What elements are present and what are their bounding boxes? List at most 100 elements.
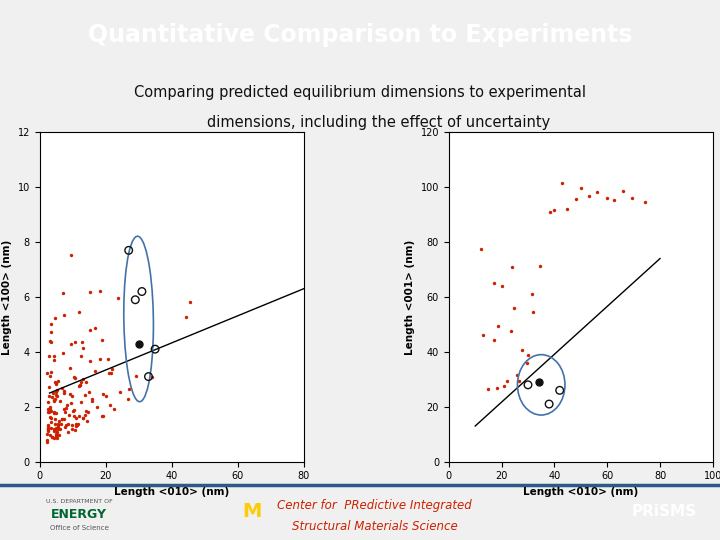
Point — [67, 407, 78, 416]
Point — [498, 381, 510, 390]
Point — [77, 414, 89, 423]
Point — [502, 377, 513, 386]
Point — [78, 343, 89, 352]
Point — [49, 394, 60, 403]
Point — [123, 384, 135, 393]
Point — [50, 409, 61, 417]
Point — [55, 396, 66, 405]
Text: dimensions, including the effect of uncertainty: dimensions, including the effect of unce… — [170, 114, 550, 130]
Text: ENERGY: ENERGY — [51, 508, 107, 521]
Point — [508, 303, 520, 312]
Point — [49, 408, 60, 416]
Point — [105, 369, 117, 377]
Point — [72, 420, 84, 428]
Point — [608, 195, 619, 204]
Point — [528, 307, 539, 316]
Point — [85, 325, 96, 334]
Point — [71, 421, 83, 429]
Point — [44, 372, 55, 381]
Y-axis label: Length <001> (nm): Length <001> (nm) — [405, 239, 415, 355]
Point — [516, 345, 528, 354]
Point — [123, 246, 135, 255]
Point — [554, 386, 565, 395]
Point — [592, 187, 603, 196]
Point — [56, 415, 68, 423]
Point — [55, 383, 67, 392]
Point — [45, 407, 56, 415]
Point — [42, 421, 54, 430]
Point — [62, 419, 73, 428]
Point — [81, 417, 93, 426]
Point — [46, 393, 58, 401]
Point — [143, 372, 154, 381]
Text: Structural Materials Science: Structural Materials Science — [292, 520, 457, 533]
Point — [44, 404, 55, 413]
Point — [97, 389, 109, 398]
Point — [521, 359, 533, 367]
Point — [505, 327, 516, 336]
Point — [71, 419, 82, 428]
Point — [181, 313, 192, 321]
Point — [70, 421, 81, 430]
Point — [51, 434, 63, 442]
Point — [94, 355, 106, 363]
Point — [75, 398, 86, 407]
Point — [50, 380, 62, 389]
Point — [94, 286, 106, 295]
Point — [130, 372, 142, 381]
Point — [511, 370, 523, 379]
Point — [50, 379, 62, 387]
Point — [58, 388, 70, 397]
Point — [57, 415, 68, 423]
Point — [146, 373, 158, 382]
Point — [53, 423, 64, 431]
Point — [506, 262, 518, 271]
Point — [42, 408, 54, 416]
Point — [618, 187, 629, 195]
Point — [583, 192, 595, 200]
Point — [44, 408, 55, 417]
Point — [114, 387, 125, 396]
Point — [533, 378, 544, 387]
Point — [80, 377, 91, 386]
Text: Center for  PRedictive Integrated: Center for PRedictive Integrated — [277, 500, 472, 512]
Point — [42, 421, 54, 430]
Point — [68, 412, 80, 421]
Point — [44, 403, 55, 411]
Point — [562, 205, 573, 213]
Point — [47, 389, 58, 398]
Point — [66, 421, 78, 429]
X-axis label: Length <010> (nm): Length <010> (nm) — [114, 487, 229, 497]
Text: M: M — [243, 502, 261, 521]
Text: Office of Science: Office of Science — [50, 525, 109, 531]
Point — [639, 198, 650, 206]
Point — [53, 417, 64, 426]
Point — [570, 195, 582, 204]
Point — [534, 262, 546, 271]
Point — [58, 404, 69, 413]
Point — [43, 382, 55, 391]
Point — [46, 367, 58, 376]
Point — [68, 373, 79, 382]
Point — [70, 413, 81, 422]
Point — [45, 431, 56, 440]
Point — [133, 339, 145, 348]
Point — [44, 413, 55, 421]
Point — [96, 411, 107, 420]
Point — [60, 421, 72, 429]
Point — [64, 389, 76, 398]
Point — [45, 417, 56, 426]
Point — [75, 352, 86, 360]
Point — [50, 431, 62, 440]
Point — [48, 425, 59, 434]
Point — [102, 354, 114, 363]
Point — [74, 381, 86, 389]
Point — [482, 385, 494, 394]
Point — [41, 369, 53, 377]
Point — [122, 395, 133, 404]
Point — [84, 357, 95, 366]
Point — [53, 421, 64, 430]
Point — [49, 415, 60, 423]
Point — [82, 408, 94, 416]
Point — [513, 377, 525, 386]
